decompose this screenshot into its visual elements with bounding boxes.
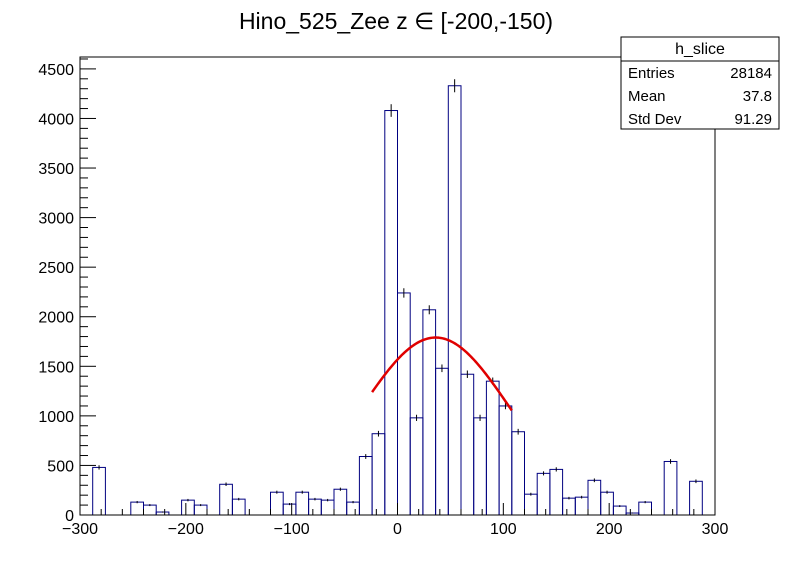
stats-mean-label: Mean <box>628 88 666 105</box>
y-tick-label: 2500 <box>38 260 74 277</box>
x-tick-label: −300 <box>62 521 98 538</box>
error-bars <box>98 79 697 514</box>
y-tick-label: 1000 <box>38 409 74 426</box>
x-tick-label: 0 <box>393 521 402 538</box>
x-tick-label: 100 <box>490 521 517 538</box>
y-axis: 0 500 1000 1500 2000 2500 3000 3500 4000 4500 <box>38 58 96 525</box>
stats-entries-label: Entries <box>628 65 675 82</box>
stats-stddev-value: 91.29 <box>734 111 772 128</box>
stats-box-name: h_slice <box>675 41 725 58</box>
y-tick-label: 0 <box>65 508 74 525</box>
y-tick-label: 4000 <box>38 111 74 128</box>
y-tick-label: 3500 <box>38 161 74 178</box>
x-tick-label: −100 <box>274 521 310 538</box>
stats-entries-value: 28184 <box>730 65 772 82</box>
stats-mean-value: 37.8 <box>743 88 772 105</box>
x-tick-label: 200 <box>596 521 623 538</box>
x-tick-label: −200 <box>168 521 204 538</box>
y-tick-label: 500 <box>47 458 74 475</box>
y-tick-label: 4500 <box>38 62 74 79</box>
chart-title: Hino_525_Zee z ∈ [-200,-150) <box>239 8 553 34</box>
stats-stddev-label: Std Dev <box>628 111 682 128</box>
x-tick-label: 300 <box>702 521 729 538</box>
y-tick-label: 1500 <box>38 359 74 376</box>
stats-box: h_slice Entries 28184 Mean 37.8 Std Dev … <box>620 36 780 130</box>
gaussian-fit-curve <box>371 336 513 412</box>
x-axis: −300 −200 −100 0 100 200 300 <box>62 503 728 538</box>
stats-box-frame <box>620 36 780 130</box>
y-tick-label: 3000 <box>38 211 74 228</box>
y-tick-label: 2000 <box>38 310 74 327</box>
